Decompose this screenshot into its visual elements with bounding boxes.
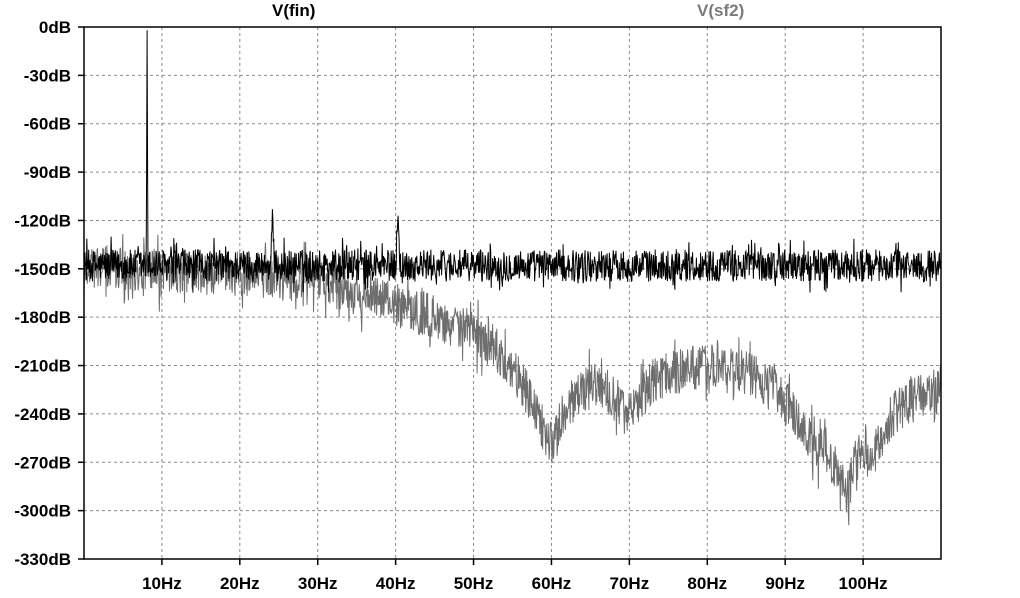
- x-tick-label: 40Hz: [376, 574, 416, 593]
- trace-v-sf2: [83, 233, 942, 526]
- y-tick-label: -90dB: [24, 163, 71, 182]
- y-tick-label: 0dB: [39, 18, 71, 37]
- y-tick-label: -30dB: [24, 66, 71, 85]
- trace-v-fin: [83, 30, 942, 294]
- y-tick-label: -300dB: [14, 502, 71, 521]
- x-tick-label: 70Hz: [610, 574, 650, 593]
- x-tick-label: 60Hz: [532, 574, 572, 593]
- y-tick-label: -210dB: [14, 357, 71, 376]
- y-tick-label: -180dB: [14, 308, 71, 327]
- plot-frame: [83, 26, 942, 560]
- y-tick-label: -120dB: [14, 211, 71, 230]
- x-tick-label: 10Hz: [142, 574, 182, 593]
- x-tick-label: 20Hz: [220, 574, 260, 593]
- legend-v-fin: V(fin): [272, 1, 316, 20]
- x-tick-label: 30Hz: [298, 574, 338, 593]
- x-tick-label: 80Hz: [687, 574, 727, 593]
- legend-v-sf2: V(sf2): [697, 1, 745, 20]
- traces: [83, 30, 942, 526]
- y-tick-label: -330dB: [14, 550, 71, 569]
- y-tick-label: -60dB: [24, 115, 71, 134]
- y-tick-label: -270dB: [14, 453, 71, 472]
- y-axis-ticks: 0dB -30dB -60dB -90dB -120dB -150dB -180dB -210…: [14, 18, 84, 569]
- x-tick-label: 90Hz: [765, 574, 805, 593]
- x-tick-label: 50Hz: [454, 574, 494, 593]
- x-tick-label: 100Hz: [839, 574, 888, 593]
- y-tick-label: -150dB: [14, 260, 71, 279]
- y-tick-label: -240dB: [14, 405, 71, 424]
- x-axis-ticks: 10Hz 20Hz 30Hz 40Hz 50Hz 60Hz 70Hz 80Hz 90Hz 100H…: [142, 559, 888, 593]
